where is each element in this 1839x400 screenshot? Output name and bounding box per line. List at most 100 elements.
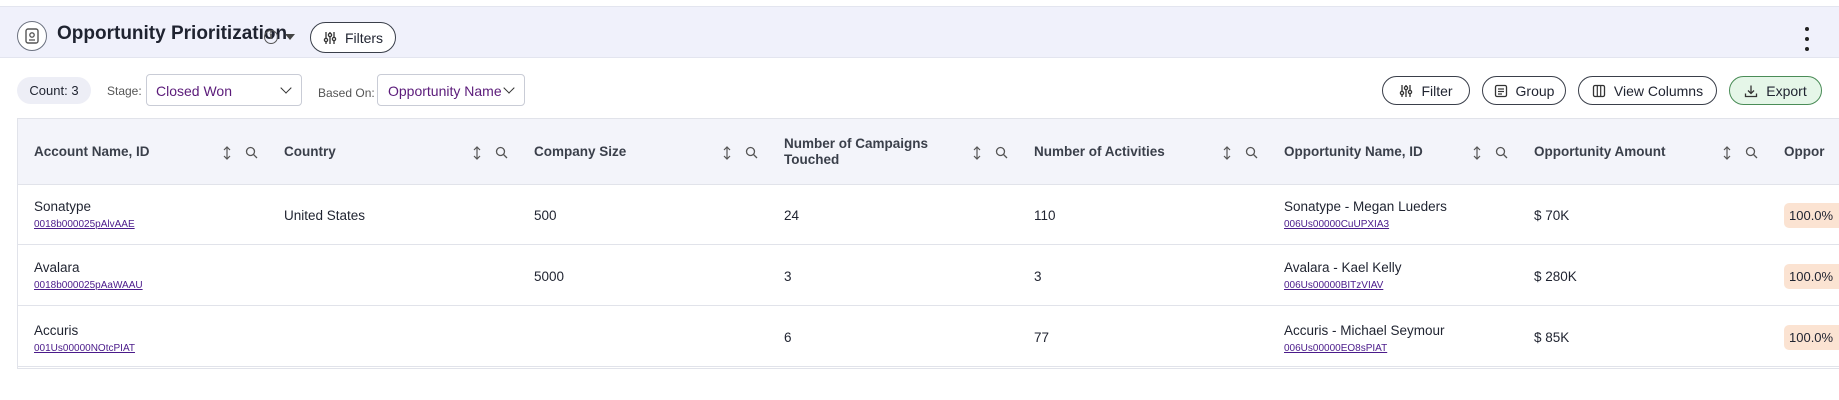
filters-button-label: Filters <box>344 29 384 46</box>
page-header: Opportunity Prioritization i Filters <box>0 6 1839 58</box>
opportunity-id-link[interactable]: 006Us00000EO8sPIAT <box>1284 343 1388 354</box>
cell-country: United States <box>284 207 366 223</box>
sort-icon[interactable] <box>1472 146 1482 160</box>
table-header: Account Name, ID Country Company Size Nu… <box>18 119 1839 185</box>
based-on-select-value: Opportunity Name <box>388 83 502 99</box>
search-icon[interactable] <box>1495 146 1508 159</box>
report-icon <box>17 21 47 51</box>
column-header-activities: Number of Activities <box>1018 119 1268 185</box>
group-button[interactable]: Group <box>1482 76 1566 105</box>
column-header-label: Oppor <box>1784 144 1825 159</box>
view-columns-button[interactable]: View Columns <box>1578 76 1717 105</box>
list-icon <box>1494 84 1507 97</box>
page-title: Opportunity Prioritization <box>57 23 288 44</box>
column-header-company-size: Company Size <box>518 119 768 185</box>
column-header-label: Opportunity Name, ID <box>1284 144 1423 159</box>
search-icon[interactable] <box>995 146 1008 159</box>
filter-button-label: Filter <box>1421 82 1453 99</box>
view-columns-button-label: View Columns <box>1613 82 1704 99</box>
opportunity-id-link[interactable]: 006Us00000BITzVIAV <box>1284 280 1384 291</box>
cell-probability: 100.0% <box>1768 185 1839 245</box>
table-row[interactable]: Sonatype 0018b000025pAlvAAE United State… <box>18 185 1839 245</box>
cell-activities: 110 <box>1034 207 1056 223</box>
export-button-label: Export <box>1766 82 1807 99</box>
cell-amount: $ 85K <box>1534 329 1570 345</box>
sliders-icon <box>1400 84 1413 97</box>
opportunity-id-link[interactable]: 006Us00000CuUPXIA3 <box>1284 219 1390 230</box>
column-header-label: Account Name, ID <box>34 144 150 159</box>
info-icon[interactable]: i <box>264 30 278 44</box>
cell-opportunity: Accuris - Michael Seymour 006Us00000EO8s… <box>1268 307 1518 367</box>
table-row[interactable]: Accuris 001Us00000NOtcPIAT 6 77 Accuris … <box>18 307 1839 367</box>
filters-button[interactable]: Filters <box>310 22 396 53</box>
group-button-label: Group <box>1515 82 1555 99</box>
cell-campaigns: 6 <box>784 329 792 345</box>
sort-icon[interactable] <box>1722 146 1732 160</box>
stage-select-value: Closed Won <box>156 83 233 99</box>
sort-icon[interactable] <box>472 146 482 160</box>
count-badge: Count: 3 <box>17 77 91 104</box>
filter-button[interactable]: Filter <box>1382 76 1470 105</box>
cell-account: Avalara 0018b000025pAaWAAU <box>18 246 268 306</box>
opportunity-name: Sonatype - Megan Lueders <box>1284 199 1447 214</box>
cell-activities: 77 <box>1034 329 1050 345</box>
account-name: Accuris <box>34 323 79 338</box>
cell-country <box>268 246 518 306</box>
cell-amount: $ 70K <box>1534 207 1570 223</box>
cell-campaigns: 24 <box>784 207 800 223</box>
sort-icon[interactable] <box>722 146 732 160</box>
cell-company-size: 5000 <box>534 268 565 284</box>
cell-activities: 3 <box>1034 268 1042 284</box>
column-header-country: Country <box>268 119 518 185</box>
based-on-label: Based On: <box>318 86 375 100</box>
column-header-label: Company Size <box>534 144 627 159</box>
kebab-menu-icon[interactable] <box>1800 27 1814 51</box>
account-id-link[interactable]: 001Us00000NOtcPIAT <box>34 343 135 354</box>
column-header-account: Account Name, ID <box>18 119 268 185</box>
sort-icon[interactable] <box>222 146 232 160</box>
probability-badge: 100.0% <box>1784 325 1839 350</box>
search-icon[interactable] <box>1245 146 1258 159</box>
sort-icon[interactable] <box>1222 146 1232 160</box>
download-icon <box>1745 85 1758 97</box>
search-icon[interactable] <box>245 146 258 159</box>
probability-badge: 100.0% <box>1784 203 1839 228</box>
probability-badge: 100.0% <box>1784 264 1839 289</box>
based-on-select[interactable]: Opportunity Name <box>377 74 525 106</box>
cell-company-size <box>518 307 768 367</box>
search-icon[interactable] <box>495 146 508 159</box>
sort-icon[interactable] <box>972 146 982 160</box>
column-header-probability: Oppor <box>1768 119 1839 185</box>
column-header-label: Number of Activities <box>1034 144 1165 159</box>
account-id-link[interactable]: 0018b000025pAlvAAE <box>34 219 135 230</box>
column-header-label: Country <box>284 144 336 159</box>
opportunity-table: Account Name, ID Country Company Size Nu… <box>17 118 1839 369</box>
search-icon[interactable] <box>745 146 758 159</box>
table-row[interactable]: Avalara 0018b000025pAaWAAU 5000 3 3 Aval… <box>18 246 1839 306</box>
export-button[interactable]: Export <box>1729 76 1822 105</box>
account-name: Avalara <box>34 260 80 275</box>
column-header-label: Opportunity Amount <box>1534 144 1666 159</box>
cell-opportunity: Avalara - Kael Kelly 006Us00000BITzVIAV <box>1268 246 1518 306</box>
sliders-icon <box>323 31 337 44</box>
cell-probability: 100.0% <box>1768 246 1839 306</box>
cell-campaigns: 3 <box>784 268 792 284</box>
opportunity-name: Accuris - Michael Seymour <box>1284 323 1445 338</box>
cell-country <box>268 307 518 367</box>
cell-probability: 100.0% <box>1768 307 1839 367</box>
cell-opportunity: Sonatype - Megan Lueders 006Us00000CuUPX… <box>1268 185 1518 245</box>
cell-amount: $ 280K <box>1534 268 1577 284</box>
caret-down-icon[interactable] <box>285 34 295 40</box>
search-icon[interactable] <box>1745 146 1758 159</box>
cell-account: Accuris 001Us00000NOtcPIAT <box>18 307 268 367</box>
account-id-link[interactable]: 0018b000025pAaWAAU <box>34 280 143 291</box>
stage-label: Stage: <box>107 84 142 98</box>
stage-select[interactable]: Closed Won <box>146 74 302 106</box>
columns-icon <box>1592 84 1606 97</box>
cell-company-size: 500 <box>534 207 557 223</box>
chevron-down-icon <box>503 82 515 94</box>
column-header-campaigns: Number of Campaigns Touched <box>768 119 1018 185</box>
column-header-amount: Opportunity Amount <box>1518 119 1768 185</box>
chevron-down-icon <box>280 82 292 94</box>
column-header-label: Number of Campaigns Touched <box>784 136 929 167</box>
